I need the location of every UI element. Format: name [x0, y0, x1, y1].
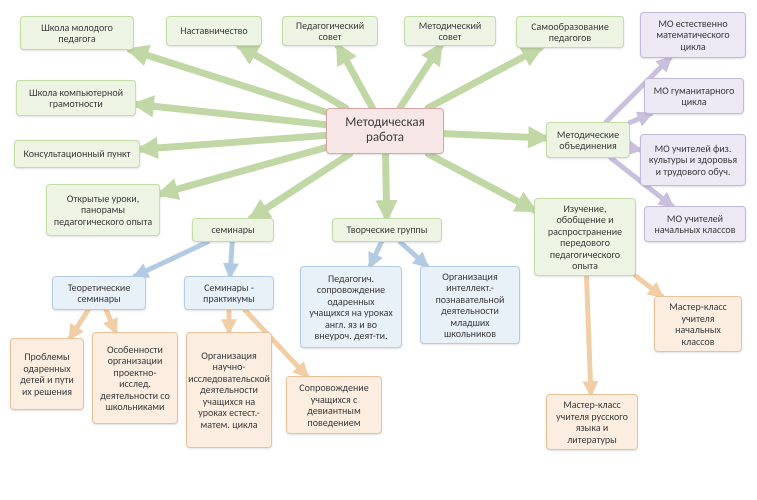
- arrow-center-n4: [400, 46, 440, 108]
- diagram-node-n11: Творческие группы: [332, 218, 442, 242]
- arrow-b1-o1: [70, 310, 88, 338]
- arrow-n8-mo2: [630, 114, 651, 123]
- arrow-center-n2: [240, 46, 346, 108]
- diagram-node-o6: Мастер-класс учителя начальных классов: [654, 296, 742, 352]
- diagram-node-b3: Педагогич. сопровождение одаренных учащи…: [300, 266, 402, 348]
- diagram-node-b4: Организация интеллект.- познавательной д…: [420, 266, 520, 344]
- diagram-node-n2: Наставничество: [166, 16, 262, 46]
- arrow-center-n11: [386, 154, 387, 218]
- arrow-center-n6: [136, 104, 326, 124]
- diagram-node-n4: Методический совет: [404, 16, 496, 46]
- arrow-n11-b3: [370, 242, 381, 266]
- arrow-n12-o5: [587, 276, 591, 394]
- diagram-node-o5: Мастер-класс учителя русского языка и ли…: [546, 394, 638, 450]
- diagram-node-n10: семинары: [192, 218, 274, 242]
- diagram-node-n5: Самообразование педагогов: [516, 16, 624, 48]
- diagram-node-o3: Организация научно-исследовательской дея…: [186, 332, 272, 448]
- diagram-node-mo1: МО естественно математического цикла: [640, 12, 746, 58]
- arrow-center-n12: [428, 154, 534, 210]
- diagram-node-b1: Теоретические семинары: [52, 276, 146, 310]
- arrow-n8-mo3: [630, 148, 640, 150]
- arrow-n12-o6: [636, 276, 662, 296]
- arrow-n10-b1: [135, 242, 207, 276]
- arrow-center-n7: [140, 135, 326, 149]
- diagram-node-n8: Методические объединения: [546, 122, 630, 158]
- diagram-node-n6: Школа компьютерной грамотности: [16, 80, 136, 116]
- arrow-n11-b4: [400, 242, 427, 266]
- diagram-node-center: Методическая работа: [326, 108, 444, 154]
- arrow-center-n8: [444, 134, 546, 139]
- arrow-center-n1: [130, 50, 326, 112]
- diagram-node-b2: Семинары - практикумы: [184, 276, 274, 310]
- diagram-node-o2: Особенности организации проектно-исслед.…: [92, 332, 178, 424]
- diagram-node-n3: Педагогический совет: [282, 16, 378, 46]
- arrow-center-n3: [338, 46, 372, 108]
- arrow-n10-b2: [230, 242, 232, 276]
- diagram-node-mo3: МО учителей физ. культуры и здоровья и т…: [640, 134, 746, 186]
- arrow-center-n5: [428, 48, 540, 108]
- arrow-center-n9: [160, 148, 326, 195]
- diagram-node-mo4: МО учителей начальных классов: [644, 206, 746, 242]
- diagram-node-mo2: МО гуманитарного цикла: [644, 78, 744, 114]
- diagram-node-n9: Открытые уроки, панорамы педагогического…: [46, 184, 160, 236]
- arrow-b1-o2: [106, 310, 115, 332]
- diagram-node-n7: Консультационный пункт: [14, 140, 140, 168]
- arrow-center-n10: [251, 154, 349, 218]
- diagram-node-o4: Сопровождение учащихся с девиантным пове…: [286, 376, 382, 434]
- diagram-node-o1: Проблемы одаренных детей и пути их решен…: [10, 338, 84, 410]
- diagram-node-n12: Изучение, обобщение и распространение пе…: [534, 198, 636, 276]
- diagram-node-n1: Школа молодого педагога: [20, 16, 134, 50]
